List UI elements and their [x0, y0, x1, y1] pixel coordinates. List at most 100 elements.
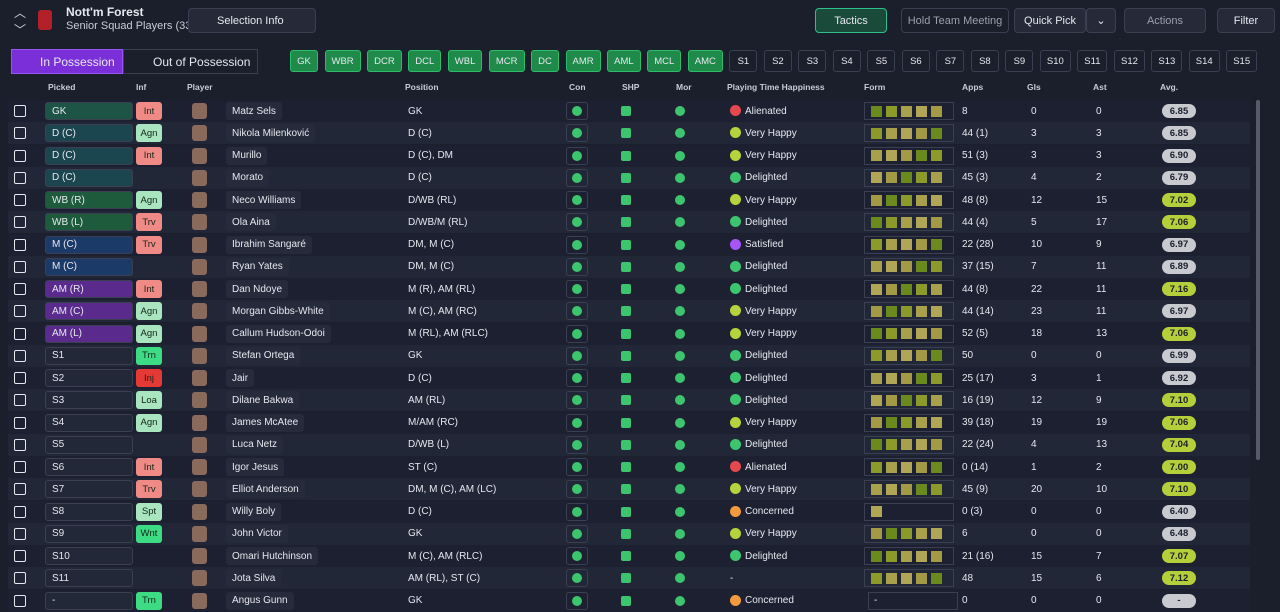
picked-select[interactable]: S9 [45, 524, 133, 543]
player-row[interactable]: WB (R) Agn Neco Williams D/WB (RL) Very Happ… [8, 189, 1250, 211]
checkbox[interactable] [14, 349, 26, 362]
checkbox[interactable] [14, 461, 26, 473]
sub-chip[interactable]: S4 [832, 50, 861, 72]
player-name[interactable]: Willy Boly [226, 502, 282, 521]
checkbox[interactable] [14, 260, 26, 273]
player-name[interactable]: Morato [226, 168, 270, 187]
player-name[interactable]: Nikola Milenković [226, 124, 316, 143]
checkbox[interactable] [14, 527, 26, 540]
checkbox[interactable] [14, 216, 26, 229]
picked-select[interactable]: S1 [45, 346, 133, 365]
player-row[interactable]: D (C) Int Murillo D (C), DM Very Happy 51 (3)… [8, 144, 1250, 167]
picked-select[interactable]: S10 [45, 547, 133, 565]
player-name[interactable]: Jota Silva [226, 569, 282, 588]
picked-select[interactable]: S3 [45, 391, 133, 410]
checkbox[interactable] [14, 327, 26, 340]
player-name[interactable]: Angus Gunn [226, 591, 294, 610]
sub-chip[interactable]: S14 [1188, 50, 1220, 72]
picked-select[interactable]: M (C) [45, 235, 133, 254]
filter-button[interactable]: Filter [1217, 8, 1275, 33]
column-header[interactable]: Gls [1027, 82, 1041, 92]
player-row[interactable]: M (C) Trv Ibrahim Sangaré DM, M (C) Satisfie… [8, 233, 1250, 256]
sub-chip[interactable]: S13 [1151, 50, 1183, 72]
picked-select[interactable]: S8 [45, 502, 133, 521]
position-chip[interactable]: DCR [367, 50, 402, 72]
picked-select[interactable]: S11 [45, 569, 133, 588]
column-header[interactable]: Position [405, 82, 439, 92]
team-meeting-button[interactable]: Hold Team Meeting [901, 8, 1009, 33]
quick-pick-dropdown[interactable]: ⌄ [1086, 8, 1116, 33]
player-name[interactable]: Neco Williams [226, 191, 302, 209]
picked-select[interactable]: WB (R) [45, 191, 133, 209]
player-row[interactable]: S4 Agn James McAtee M/AM (RC) Very Happy 39 (… [8, 411, 1250, 434]
position-chip[interactable]: AMR [565, 50, 601, 72]
player-name[interactable]: Morgan Gibbs-White [226, 302, 330, 321]
position-chip[interactable]: MCL [647, 50, 682, 72]
picked-select[interactable]: D (C) [45, 168, 133, 187]
player-name[interactable]: Igor Jesus [226, 458, 285, 476]
player-row[interactable]: GK Int Matz Sels GK Alienated 8 0 0 6.85 [8, 100, 1250, 122]
picked-select[interactable]: AM (R) [45, 280, 133, 298]
player-name[interactable]: Elliot Anderson [226, 480, 305, 499]
player-name[interactable]: Matz Sels [226, 102, 282, 120]
player-name[interactable]: Dilane Bakwa [226, 391, 300, 410]
position-chip[interactable]: WBR [324, 50, 361, 72]
scrollbar[interactable] [1256, 100, 1260, 460]
checkbox[interactable] [14, 505, 26, 518]
sub-chip[interactable]: S1 [729, 50, 758, 72]
sub-chip[interactable]: S2 [763, 50, 792, 72]
position-chip[interactable]: DCL [408, 50, 442, 72]
position-chip[interactable]: AMC [687, 50, 723, 72]
player-row[interactable]: D (C) Agn Nikola Milenković D (C) Very Happy… [8, 122, 1250, 145]
player-row[interactable]: S11 Jota Silva AM (RL), ST (C) - 48 15 6 7.12 [8, 567, 1250, 590]
column-header[interactable]: Con [569, 82, 586, 92]
picked-select[interactable]: S7 [45, 480, 133, 499]
picked-select[interactable]: WB (L) [45, 213, 133, 232]
picked-select[interactable]: S5 [45, 435, 133, 454]
player-name[interactable]: Murillo [226, 146, 268, 165]
checkbox[interactable] [14, 372, 26, 384]
picked-select[interactable]: M (C) [45, 257, 133, 276]
checkbox[interactable] [14, 438, 26, 451]
sub-chip[interactable]: S10 [1039, 50, 1071, 72]
picked-select[interactable]: AM (C) [45, 302, 133, 321]
quick-pick-button[interactable]: Quick Pick [1014, 8, 1086, 33]
player-name[interactable]: Dan Ndoye [226, 280, 289, 298]
player-name[interactable]: John Victor [226, 524, 288, 543]
player-row[interactable]: S6 Int Igor Jesus ST (C) Alienated 0 (14) 1 2 7.… [8, 456, 1250, 478]
player-row[interactable]: S1 Trn Stefan Ortega GK Delighted 50 0 0 6.99 [8, 344, 1250, 367]
position-chip[interactable]: GK [290, 50, 318, 72]
tab-out-of-possession[interactable]: Out of Possession [123, 49, 258, 74]
column-header[interactable]: Mor [676, 82, 692, 92]
checkbox[interactable] [14, 149, 26, 162]
player-name[interactable]: Ibrahim Sangaré [226, 235, 312, 254]
actions-button[interactable]: Actions [1124, 8, 1206, 33]
nav-arrows[interactable]: ︿ ﹀ [14, 6, 27, 37]
sub-chip[interactable]: S9 [1005, 50, 1034, 72]
player-name[interactable]: Omari Hutchinson [226, 547, 319, 565]
player-row[interactable]: AM (C) Agn Morgan Gibbs-White M (C), AM (RC… [8, 300, 1250, 323]
checkbox[interactable] [14, 394, 26, 407]
column-header[interactable]: SHP [622, 82, 640, 92]
player-name[interactable]: Callum Hudson-Odoi [226, 324, 331, 343]
tab-in-possession[interactable]: In Possession [11, 49, 123, 74]
picked-select[interactable]: S4 [45, 413, 133, 432]
picked-select[interactable]: D (C) [45, 124, 133, 143]
sub-chip[interactable]: S15 [1226, 50, 1258, 72]
player-row[interactable]: D (C) Morato D (C) Delighted 45 (3) 4 2 6.79 [8, 166, 1250, 189]
player-row[interactable]: S5 Luca Netz D/WB (L) Delighted 22 (24) 4 13 7.… [8, 433, 1250, 456]
checkbox[interactable] [14, 572, 26, 585]
player-name[interactable]: Ola Aina [226, 213, 276, 232]
column-header[interactable]: Picked [48, 82, 76, 92]
player-row[interactable]: S9 Wnt John Victor GK Very Happy 6 0 0 6.48 [8, 522, 1250, 545]
player-row[interactable]: S8 Spt Willy Boly D (C) Concerned 0 (3) 0 0 6.40 [8, 500, 1250, 523]
player-name[interactable]: Stefan Ortega [226, 346, 301, 365]
sub-chip[interactable]: S5 [867, 50, 896, 72]
checkbox[interactable] [14, 305, 26, 318]
player-row[interactable]: M (C) Ryan Yates DM, M (C) Delighted 37 (15)… [8, 255, 1250, 278]
checkbox[interactable] [14, 127, 26, 140]
sub-chip[interactable]: S11 [1077, 50, 1108, 72]
player-row[interactable]: S10 Omari Hutchinson M (C), AM (RLC) Deligh… [8, 545, 1250, 567]
picked-select[interactable]: AM (L) [45, 324, 133, 343]
picked-select[interactable]: S6 [45, 458, 133, 476]
